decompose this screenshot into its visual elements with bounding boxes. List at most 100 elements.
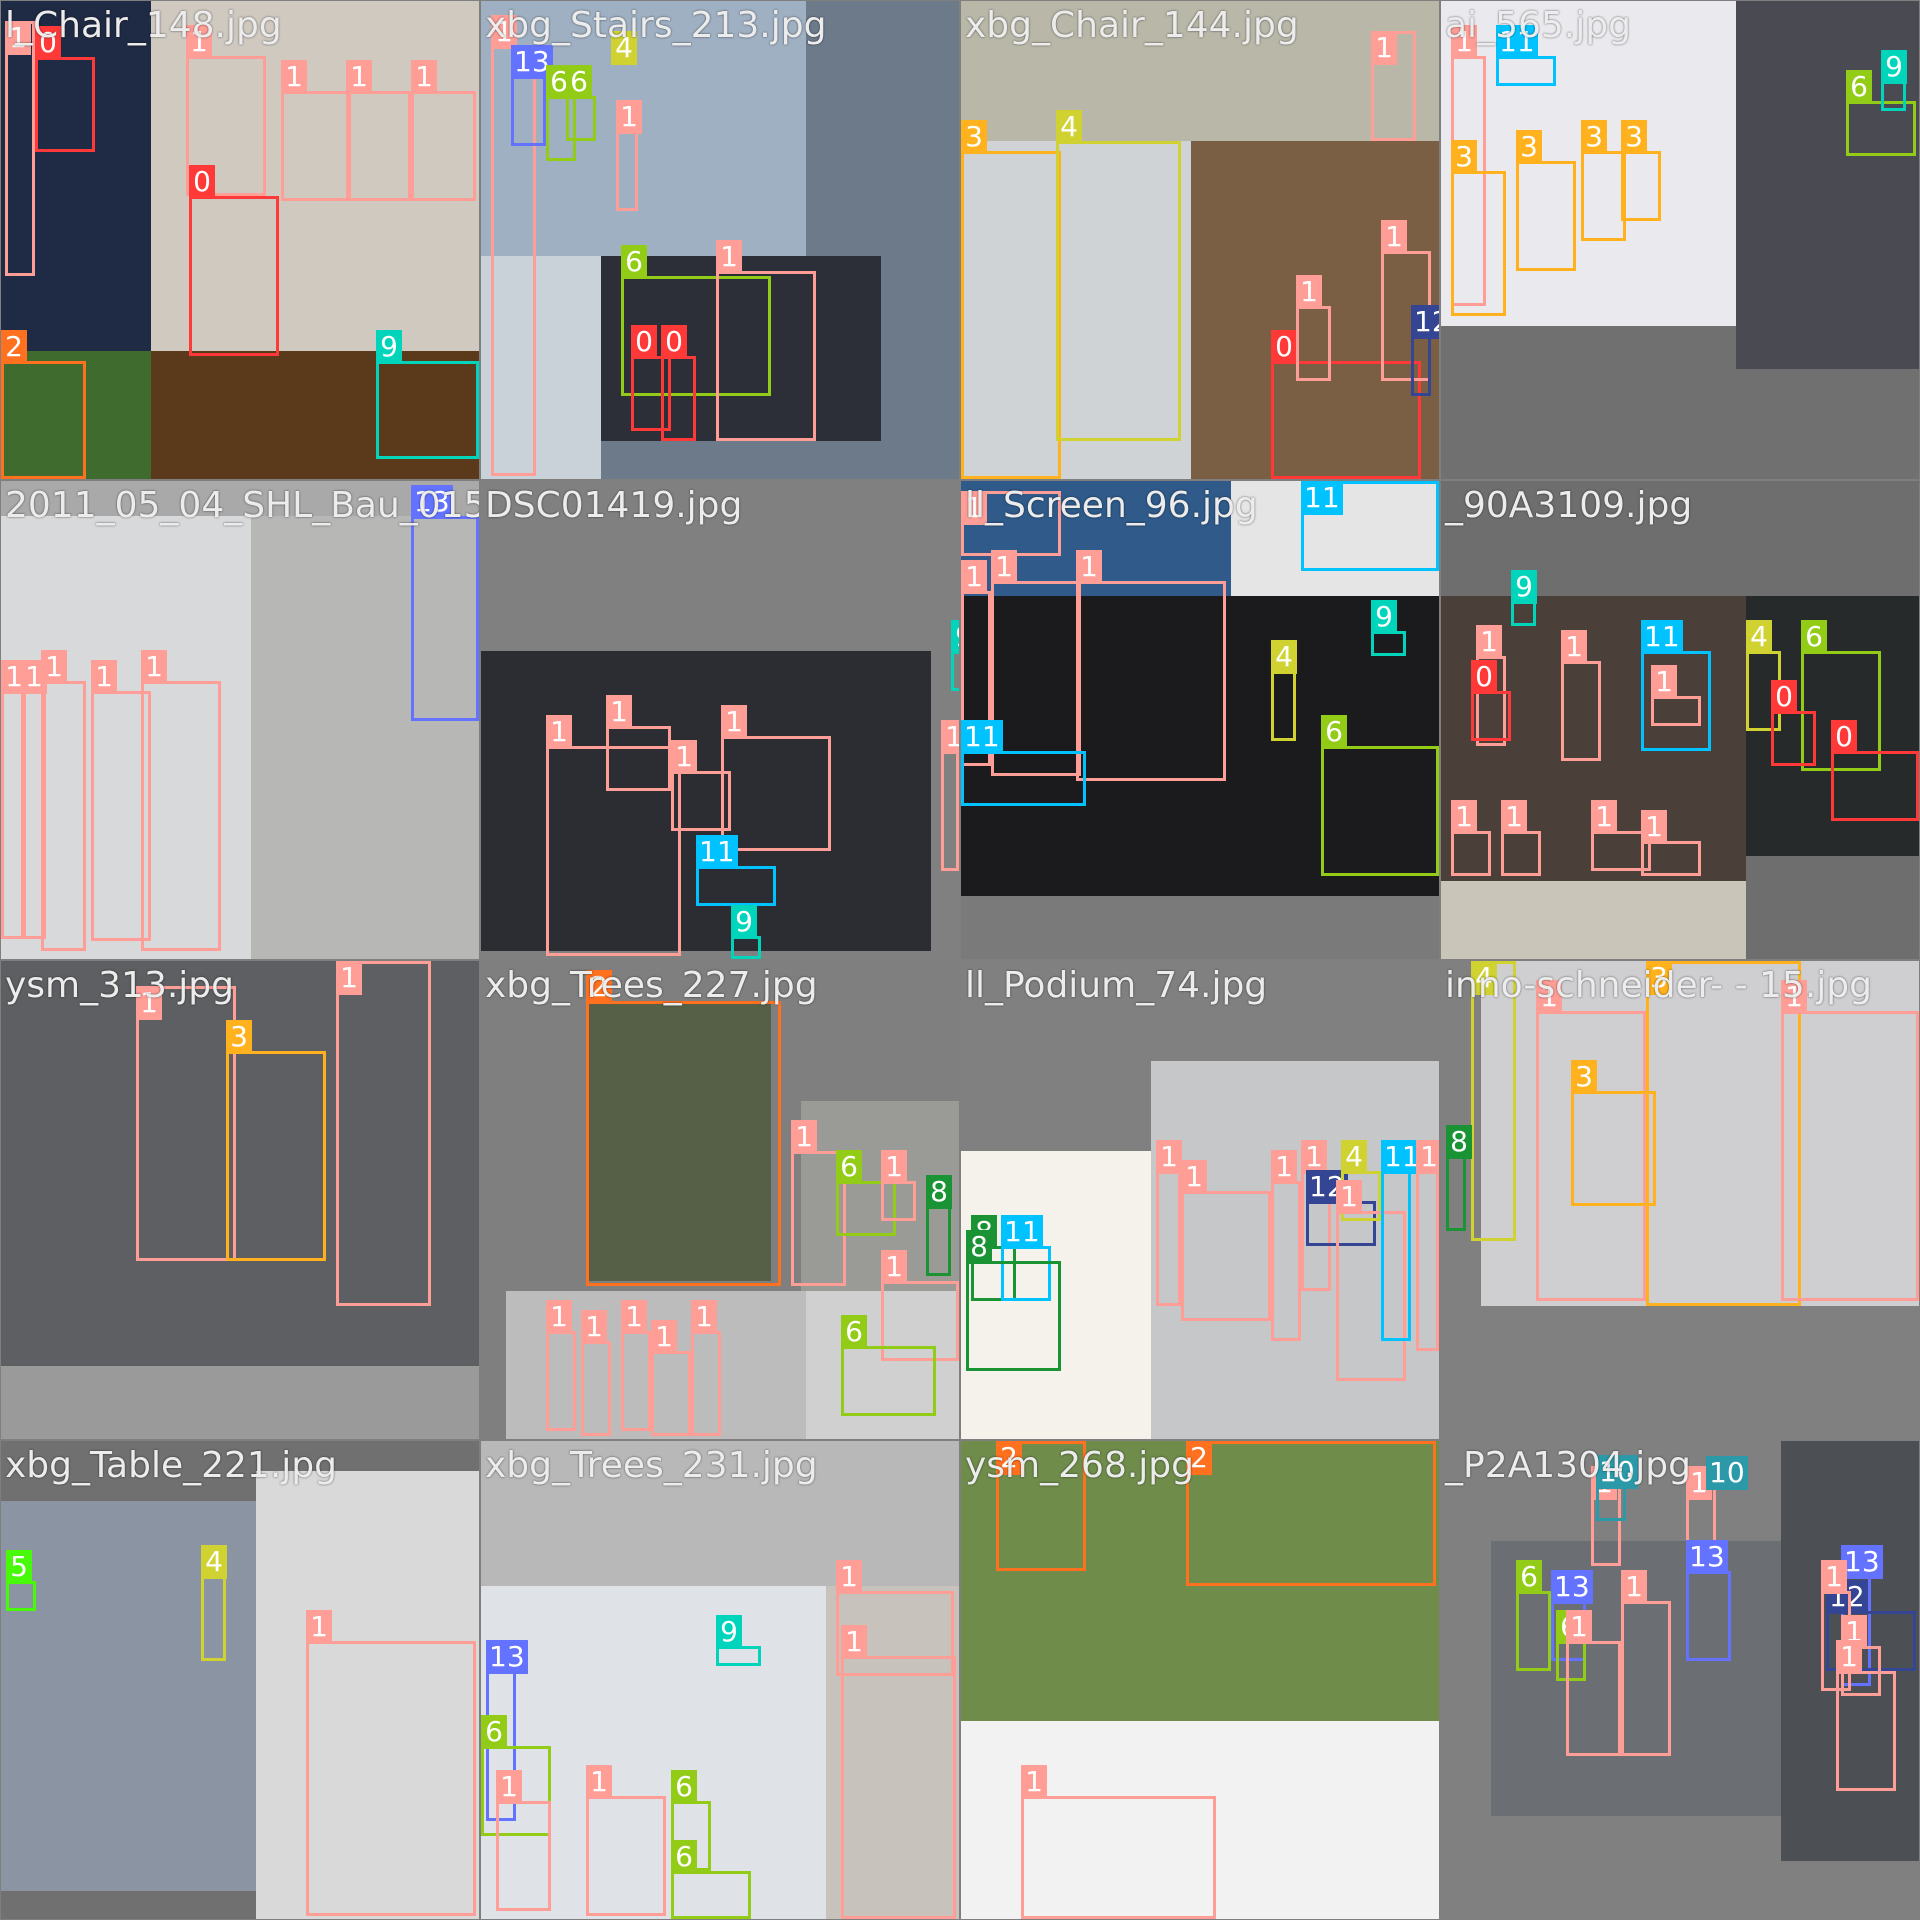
class-label: 1 bbox=[1781, 980, 1807, 1014]
bounding-box: 1 bbox=[1181, 1160, 1271, 1321]
image-tile: ai_565.jpg 1 11 3 3 3 3 6 9 bbox=[1441, 1, 1919, 479]
class-label: 0 bbox=[189, 165, 215, 199]
image-tile: ysm_268.jpg 2 2 1 bbox=[961, 1441, 1439, 1919]
bounding-box: 4 bbox=[611, 31, 637, 65]
photo-region bbox=[1151, 1061, 1439, 1439]
photo-region bbox=[961, 1151, 1151, 1439]
class-label: 6 bbox=[671, 1770, 697, 1804]
class-label: 3 bbox=[1621, 120, 1647, 154]
bounding-box: 1 bbox=[1651, 665, 1701, 726]
bounding-box: 3 bbox=[226, 1020, 326, 1261]
bounding-box: 6 bbox=[481, 1715, 551, 1836]
bounding-box: 4 bbox=[1471, 961, 1516, 1241]
bounding-box: 1 bbox=[991, 550, 1081, 776]
class-label: 2 bbox=[1, 330, 27, 364]
class-label: 4 bbox=[611, 31, 637, 65]
tile-filename: xbg_Chair_144.jpg bbox=[965, 5, 1299, 46]
class-label: 4 bbox=[1341, 1140, 1367, 1174]
class-label: 13 bbox=[411, 485, 453, 519]
photo-region bbox=[481, 1586, 826, 1919]
class-label: 3 bbox=[1516, 130, 1542, 164]
class-label: 4 bbox=[1471, 961, 1497, 995]
class-label: 9 bbox=[1881, 50, 1907, 84]
bounding-box: 11 bbox=[961, 720, 1086, 806]
class-label: 10 bbox=[1706, 1456, 1748, 1490]
class-label: 1 bbox=[691, 1300, 717, 1334]
class-label: 1 bbox=[881, 1150, 907, 1184]
class-label: 1 bbox=[716, 240, 742, 274]
bounding-box: 1 bbox=[5, 21, 35, 276]
bounding-box: 1 bbox=[961, 560, 991, 766]
bounding-box: 11 bbox=[1001, 1215, 1051, 1301]
class-label: 1 bbox=[621, 1300, 647, 1334]
class-label: 1 bbox=[1181, 1160, 1207, 1194]
class-label: 3 bbox=[226, 1020, 252, 1054]
bounding-box: 1 bbox=[1076, 550, 1226, 781]
class-label: 0 bbox=[631, 325, 657, 359]
bounding-box: 1 bbox=[136, 986, 236, 1261]
class-label: 1 bbox=[881, 1250, 907, 1284]
bounding-box: 4 bbox=[1271, 640, 1297, 741]
photo-region bbox=[1441, 881, 1746, 959]
class-label: 1 bbox=[1836, 1640, 1862, 1674]
image-tile: ll_Screen_96.jpg 1 1 1 1 11 11 9 4 6 bbox=[961, 481, 1439, 959]
class-label: 1 bbox=[1301, 1140, 1327, 1174]
bounding-box: 9 bbox=[1511, 570, 1537, 626]
class-label: 1 bbox=[281, 60, 307, 94]
class-label: 1 bbox=[1621, 1570, 1647, 1604]
bounding-box: 0 bbox=[35, 26, 95, 152]
photo-region bbox=[251, 516, 479, 959]
bounding-box: 9 bbox=[951, 620, 959, 691]
bounding-box: 1 bbox=[1371, 31, 1416, 141]
image-tile: _P2A1304.jpg110110613611131312111 bbox=[1441, 1441, 1919, 1919]
bounding-box: 1 bbox=[716, 240, 816, 441]
bounding-box: 1 bbox=[791, 1120, 846, 1286]
class-label: 3 bbox=[1581, 120, 1607, 154]
bounding-box: 5 bbox=[6, 1550, 36, 1611]
bounding-box: 1 bbox=[1381, 220, 1431, 381]
bounding-box: 1 bbox=[91, 660, 151, 941]
bounding-box: 1 bbox=[281, 60, 351, 201]
class-label: 6 bbox=[1846, 70, 1872, 104]
bounding-box: 9 bbox=[1881, 50, 1907, 111]
class-label: 1 bbox=[961, 560, 987, 594]
tile-filename: xbg_Trees_227.jpg bbox=[485, 965, 818, 1006]
class-label: 1 bbox=[791, 1120, 817, 1154]
tile-filename: DSC01419.jpg bbox=[485, 485, 743, 526]
bounding-box: 0 bbox=[1471, 660, 1511, 741]
bounding-box: 1 bbox=[1621, 1570, 1671, 1756]
class-label: 1 bbox=[1536, 980, 1562, 1014]
bounding-box: 1 bbox=[1021, 1765, 1216, 1919]
bounding-box: 4 bbox=[201, 1545, 227, 1661]
class-label: 8 bbox=[1446, 1125, 1472, 1159]
bounding-box: 1 bbox=[881, 1250, 959, 1361]
class-label: 11 bbox=[1301, 481, 1343, 515]
class-label: 11 bbox=[1381, 1140, 1423, 1174]
bounding-box: 3 bbox=[961, 120, 1061, 479]
tile-filename: ll_Podium_74.jpg bbox=[965, 965, 1268, 1006]
bounding-box: 6 bbox=[1321, 715, 1439, 876]
class-label: 12 bbox=[1411, 305, 1439, 339]
bounding-box: 1 bbox=[691, 1300, 721, 1436]
bounding-box: 11 bbox=[1301, 481, 1439, 571]
bounding-box: 1 bbox=[411, 60, 476, 201]
class-label: 1 bbox=[1271, 1150, 1297, 1184]
tile-filename: 2011_05_04_SHL_Bau_015.jpg bbox=[5, 485, 479, 526]
image-tile: xbg_Trees_227.jpg 2 1 6 1 8 1 6 1 1 1 1 1 bbox=[481, 961, 959, 1439]
class-label: 6 bbox=[841, 1315, 867, 1349]
photo-region bbox=[1191, 141, 1439, 479]
class-label: 9 bbox=[716, 1615, 742, 1649]
tile-filename: ysm_313.jpg bbox=[5, 965, 234, 1006]
photo-region bbox=[481, 256, 601, 479]
class-label: 3 bbox=[1646, 961, 1672, 995]
class-label: 1 bbox=[961, 491, 987, 525]
bounding-box: 1 bbox=[1781, 980, 1919, 1301]
bounding-box: 11 bbox=[696, 835, 776, 906]
bounding-box: 1 bbox=[186, 25, 266, 196]
class-label: 1 bbox=[606, 695, 632, 729]
bounding-box: 9 bbox=[716, 1615, 761, 1666]
bounding-box: 11 bbox=[1641, 620, 1711, 751]
class-label: 4 bbox=[1271, 640, 1297, 674]
bounding-box: 1 bbox=[546, 715, 681, 956]
bounding-box: 1 bbox=[621, 1300, 651, 1431]
